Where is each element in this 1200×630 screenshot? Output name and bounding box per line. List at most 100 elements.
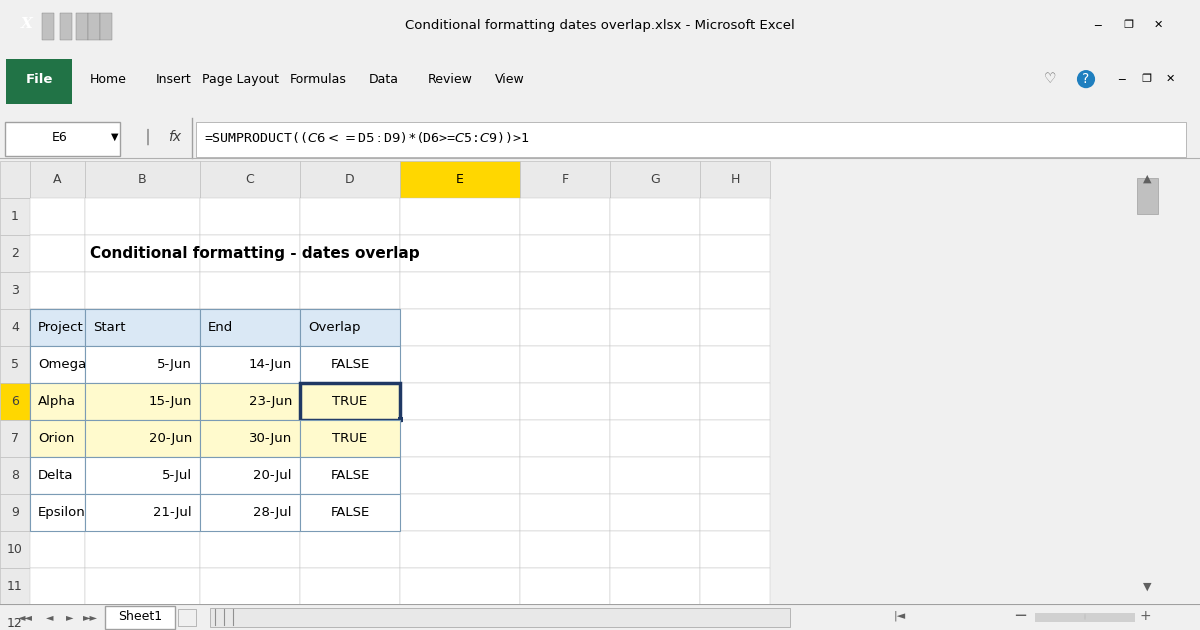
Bar: [700, 272, 770, 309]
Text: 15-Jun: 15-Jun: [149, 394, 192, 408]
Bar: [400, 605, 520, 630]
Bar: [400, 234, 520, 272]
Text: ►►: ►►: [83, 612, 97, 622]
Text: FALSE: FALSE: [330, 358, 370, 370]
Bar: [200, 494, 300, 530]
Text: 4: 4: [11, 321, 19, 334]
Bar: [400, 198, 520, 234]
Bar: [76, 13, 88, 40]
Bar: [200, 457, 300, 494]
Bar: [85, 382, 200, 420]
Text: Review: Review: [427, 72, 473, 86]
Text: 3: 3: [11, 284, 19, 297]
Text: 1: 1: [11, 210, 19, 222]
Bar: [85, 420, 200, 457]
Bar: [0, 234, 30, 272]
Bar: [520, 494, 610, 530]
Bar: [520, 309, 610, 346]
Bar: [30, 382, 85, 420]
FancyBboxPatch shape: [5, 122, 120, 156]
Bar: [200, 420, 300, 457]
Bar: [85, 605, 200, 630]
Bar: [0, 346, 30, 382]
Text: 2: 2: [11, 247, 19, 260]
Bar: [610, 457, 700, 494]
Bar: [85, 309, 200, 346]
Bar: [520, 530, 610, 568]
Text: C: C: [246, 173, 254, 186]
Bar: [400, 568, 520, 605]
Bar: [0, 420, 30, 457]
Bar: [30, 494, 85, 530]
Bar: [610, 234, 700, 272]
Bar: [42, 13, 54, 40]
Text: 30-Jun: 30-Jun: [248, 432, 292, 445]
Bar: [30, 605, 85, 630]
Text: 23-Jun: 23-Jun: [248, 394, 292, 408]
Text: Data: Data: [370, 72, 398, 86]
Text: View: View: [496, 72, 524, 86]
FancyBboxPatch shape: [178, 609, 196, 626]
Bar: [30, 346, 85, 382]
Text: B: B: [138, 173, 146, 186]
Text: H: H: [731, 173, 739, 186]
Bar: [610, 346, 700, 382]
Bar: [300, 382, 400, 420]
Bar: [300, 198, 400, 234]
Bar: [610, 420, 700, 457]
Bar: [1034, 613, 1135, 622]
Bar: [700, 605, 770, 630]
Bar: [300, 382, 400, 420]
Bar: [400, 382, 520, 420]
Bar: [610, 161, 700, 198]
Text: 20-Jun: 20-Jun: [149, 432, 192, 445]
Bar: [85, 272, 200, 309]
Text: ►: ►: [66, 612, 73, 622]
Bar: [300, 568, 400, 605]
Bar: [300, 457, 400, 494]
Bar: [85, 494, 200, 530]
Text: ─: ─: [1015, 607, 1025, 625]
Text: Page Layout: Page Layout: [202, 72, 278, 86]
Bar: [300, 420, 400, 457]
Text: Sheet1: Sheet1: [118, 610, 162, 622]
Bar: [610, 198, 700, 234]
Text: Project: Project: [38, 321, 84, 334]
Text: F: F: [562, 173, 569, 186]
Text: Start: Start: [94, 321, 126, 334]
Bar: [520, 198, 610, 234]
Text: ◄◄: ◄◄: [18, 612, 32, 622]
Bar: [85, 494, 200, 530]
Bar: [85, 457, 200, 494]
Bar: [30, 161, 85, 198]
Bar: [85, 234, 200, 272]
Bar: [300, 457, 400, 494]
Bar: [300, 605, 400, 630]
Bar: [200, 272, 300, 309]
Bar: [0, 198, 30, 234]
Bar: [30, 309, 85, 346]
Text: 12: 12: [7, 617, 23, 629]
Text: FALSE: FALSE: [330, 506, 370, 518]
Bar: [85, 309, 200, 346]
Bar: [400, 161, 520, 198]
Bar: [700, 530, 770, 568]
Bar: [200, 309, 300, 346]
Bar: [88, 13, 100, 40]
Text: ❐: ❐: [1141, 74, 1151, 84]
Text: Omega: Omega: [38, 358, 86, 370]
Bar: [200, 420, 300, 457]
Bar: [30, 198, 85, 234]
Bar: [30, 382, 85, 420]
Bar: [200, 198, 300, 234]
Text: Epsilon: Epsilon: [38, 506, 85, 518]
Bar: [610, 494, 700, 530]
Bar: [520, 605, 610, 630]
Text: 14-Jun: 14-Jun: [248, 358, 292, 370]
Bar: [400, 309, 520, 346]
Bar: [30, 234, 85, 272]
Text: ✕: ✕: [1165, 74, 1175, 84]
Bar: [85, 198, 200, 234]
Bar: [400, 420, 520, 457]
Bar: [700, 309, 770, 346]
